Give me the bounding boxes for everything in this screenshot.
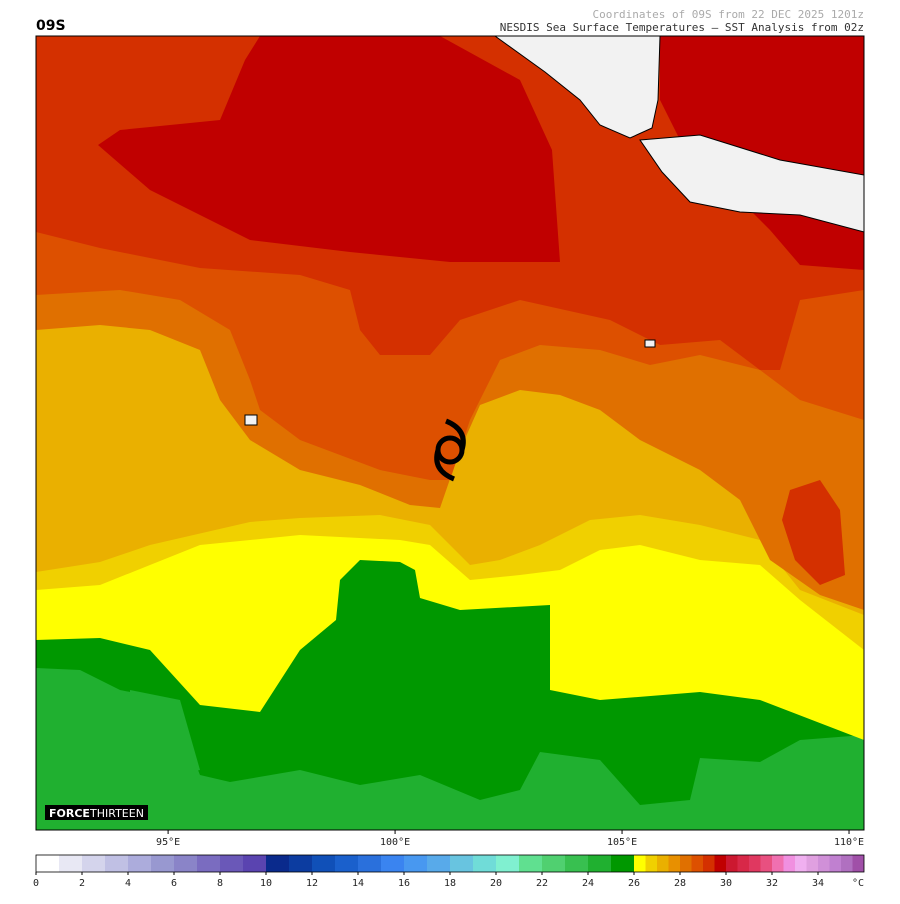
island [244,414,258,426]
colorbar-segment [59,855,82,872]
colorbar-tick-label: 26 [628,878,640,889]
colorbar-segment [760,855,772,872]
colorbar-segment [335,855,358,872]
subtitle: Coordinates of 09S from 22 DEC 2025 1201… [592,8,864,21]
colorbar-segment [404,855,427,872]
title: NESDIS Sea Surface Temperatures — SST An… [500,21,864,34]
colorbar-segment [645,855,657,872]
lon-axis: 95°E 100°E 105°E 110°E [156,830,864,848]
colorbar-segment [519,855,542,872]
storm-arm [434,449,456,482]
colorbar-unit: °C [852,878,864,889]
colorbar-segment [714,855,726,872]
logo-force: FORCE [49,807,90,820]
colorbar-segment [358,855,381,872]
storm-symbol [434,418,466,482]
lon-tick-label: 110°E [834,837,864,848]
colorbar-segment [151,855,174,872]
colorbar-segment [806,855,818,872]
colorbar: 0 2 4 6 8 10 12 14 16 18 20 22 24 26 28 30 32 34 °C [33,854,865,889]
colorbar-tick-label: 4 [125,878,131,889]
colorbar-segment [634,855,646,872]
logo: FORCE THIRTEEN [45,805,148,820]
colorbar-tick-label: 22 [536,878,548,889]
java [639,134,865,233]
logo-box [45,805,148,820]
colorbar-tick-label: 20 [490,878,502,889]
colorbar-tick-label: 12 [306,878,318,889]
colorbar-segment [841,855,853,872]
colorbar-tick-label: 16 [398,878,410,889]
colorbar-tick-label: 6 [171,878,177,889]
storm-id: 09S [36,18,66,34]
colorbar-segment [542,855,565,872]
colorbar-segment [220,855,243,872]
sumatra [493,35,661,139]
colorbar-segment [680,855,692,872]
colorbar-tick-label: 0 [33,878,39,889]
lon-tick-label: 95°E [156,837,180,848]
colorbar-tick-label: 24 [582,878,594,889]
colorbar-segment [473,855,496,872]
colorbar-segment [829,855,841,872]
colorbar-segment [450,855,473,872]
land [244,35,865,426]
colorbar-segment [105,855,128,872]
lon-tick-label: 100°E [380,837,410,848]
lon-tick-label: 105°E [607,837,637,848]
colorbar-tick-label: 30 [720,878,732,889]
colorbar-segment [783,855,795,872]
colorbar-segment [312,855,335,872]
colorbar-segment [795,855,807,872]
colorbar-segment [36,855,59,872]
map-frame [35,35,865,831]
colorbar-tick-label: 34 [812,878,824,889]
colorbar-segment [381,855,404,872]
colorbar-segment [496,855,519,872]
colorbar-segment [611,855,634,872]
colorbar-segment [749,855,761,872]
colorbar-segment [243,855,266,872]
sst-region [98,36,560,262]
colorbar-segment [128,855,151,872]
colorbar-tick-label: 28 [674,878,686,889]
colorbar-segment [266,855,289,872]
colorbar-segment [565,855,588,872]
colorbar-tick-label: 10 [260,878,272,889]
colorbar-segment [852,855,864,872]
colorbar-tick-label: 2 [79,878,85,889]
colorbar-segment [657,855,669,872]
colorbar-tick-label: 32 [766,878,778,889]
colorbar-segment [289,855,312,872]
colorbar-segment [668,855,680,872]
colorbar-segment [691,855,703,872]
island [644,339,656,348]
colorbar-segment [427,855,450,872]
logo-thirteen: THIRTEEN [89,807,144,820]
colorbar-tick-label: 8 [217,878,223,889]
colorbar-segment [174,855,197,872]
sst-region [782,480,845,585]
colorbar-segment [772,855,784,872]
colorbar-tick-label: 18 [444,878,456,889]
colorbar-tick-label: 14 [352,878,364,889]
colorbar-segment [197,855,220,872]
colorbar-segment [82,855,105,872]
colorbar-segment [737,855,749,872]
sst-region [130,690,200,780]
colorbar-segment [588,855,611,872]
colorbar-segment [818,855,830,872]
colorbar-segment [726,855,738,872]
storm-arm [444,418,466,451]
colorbar-segment [703,855,715,872]
